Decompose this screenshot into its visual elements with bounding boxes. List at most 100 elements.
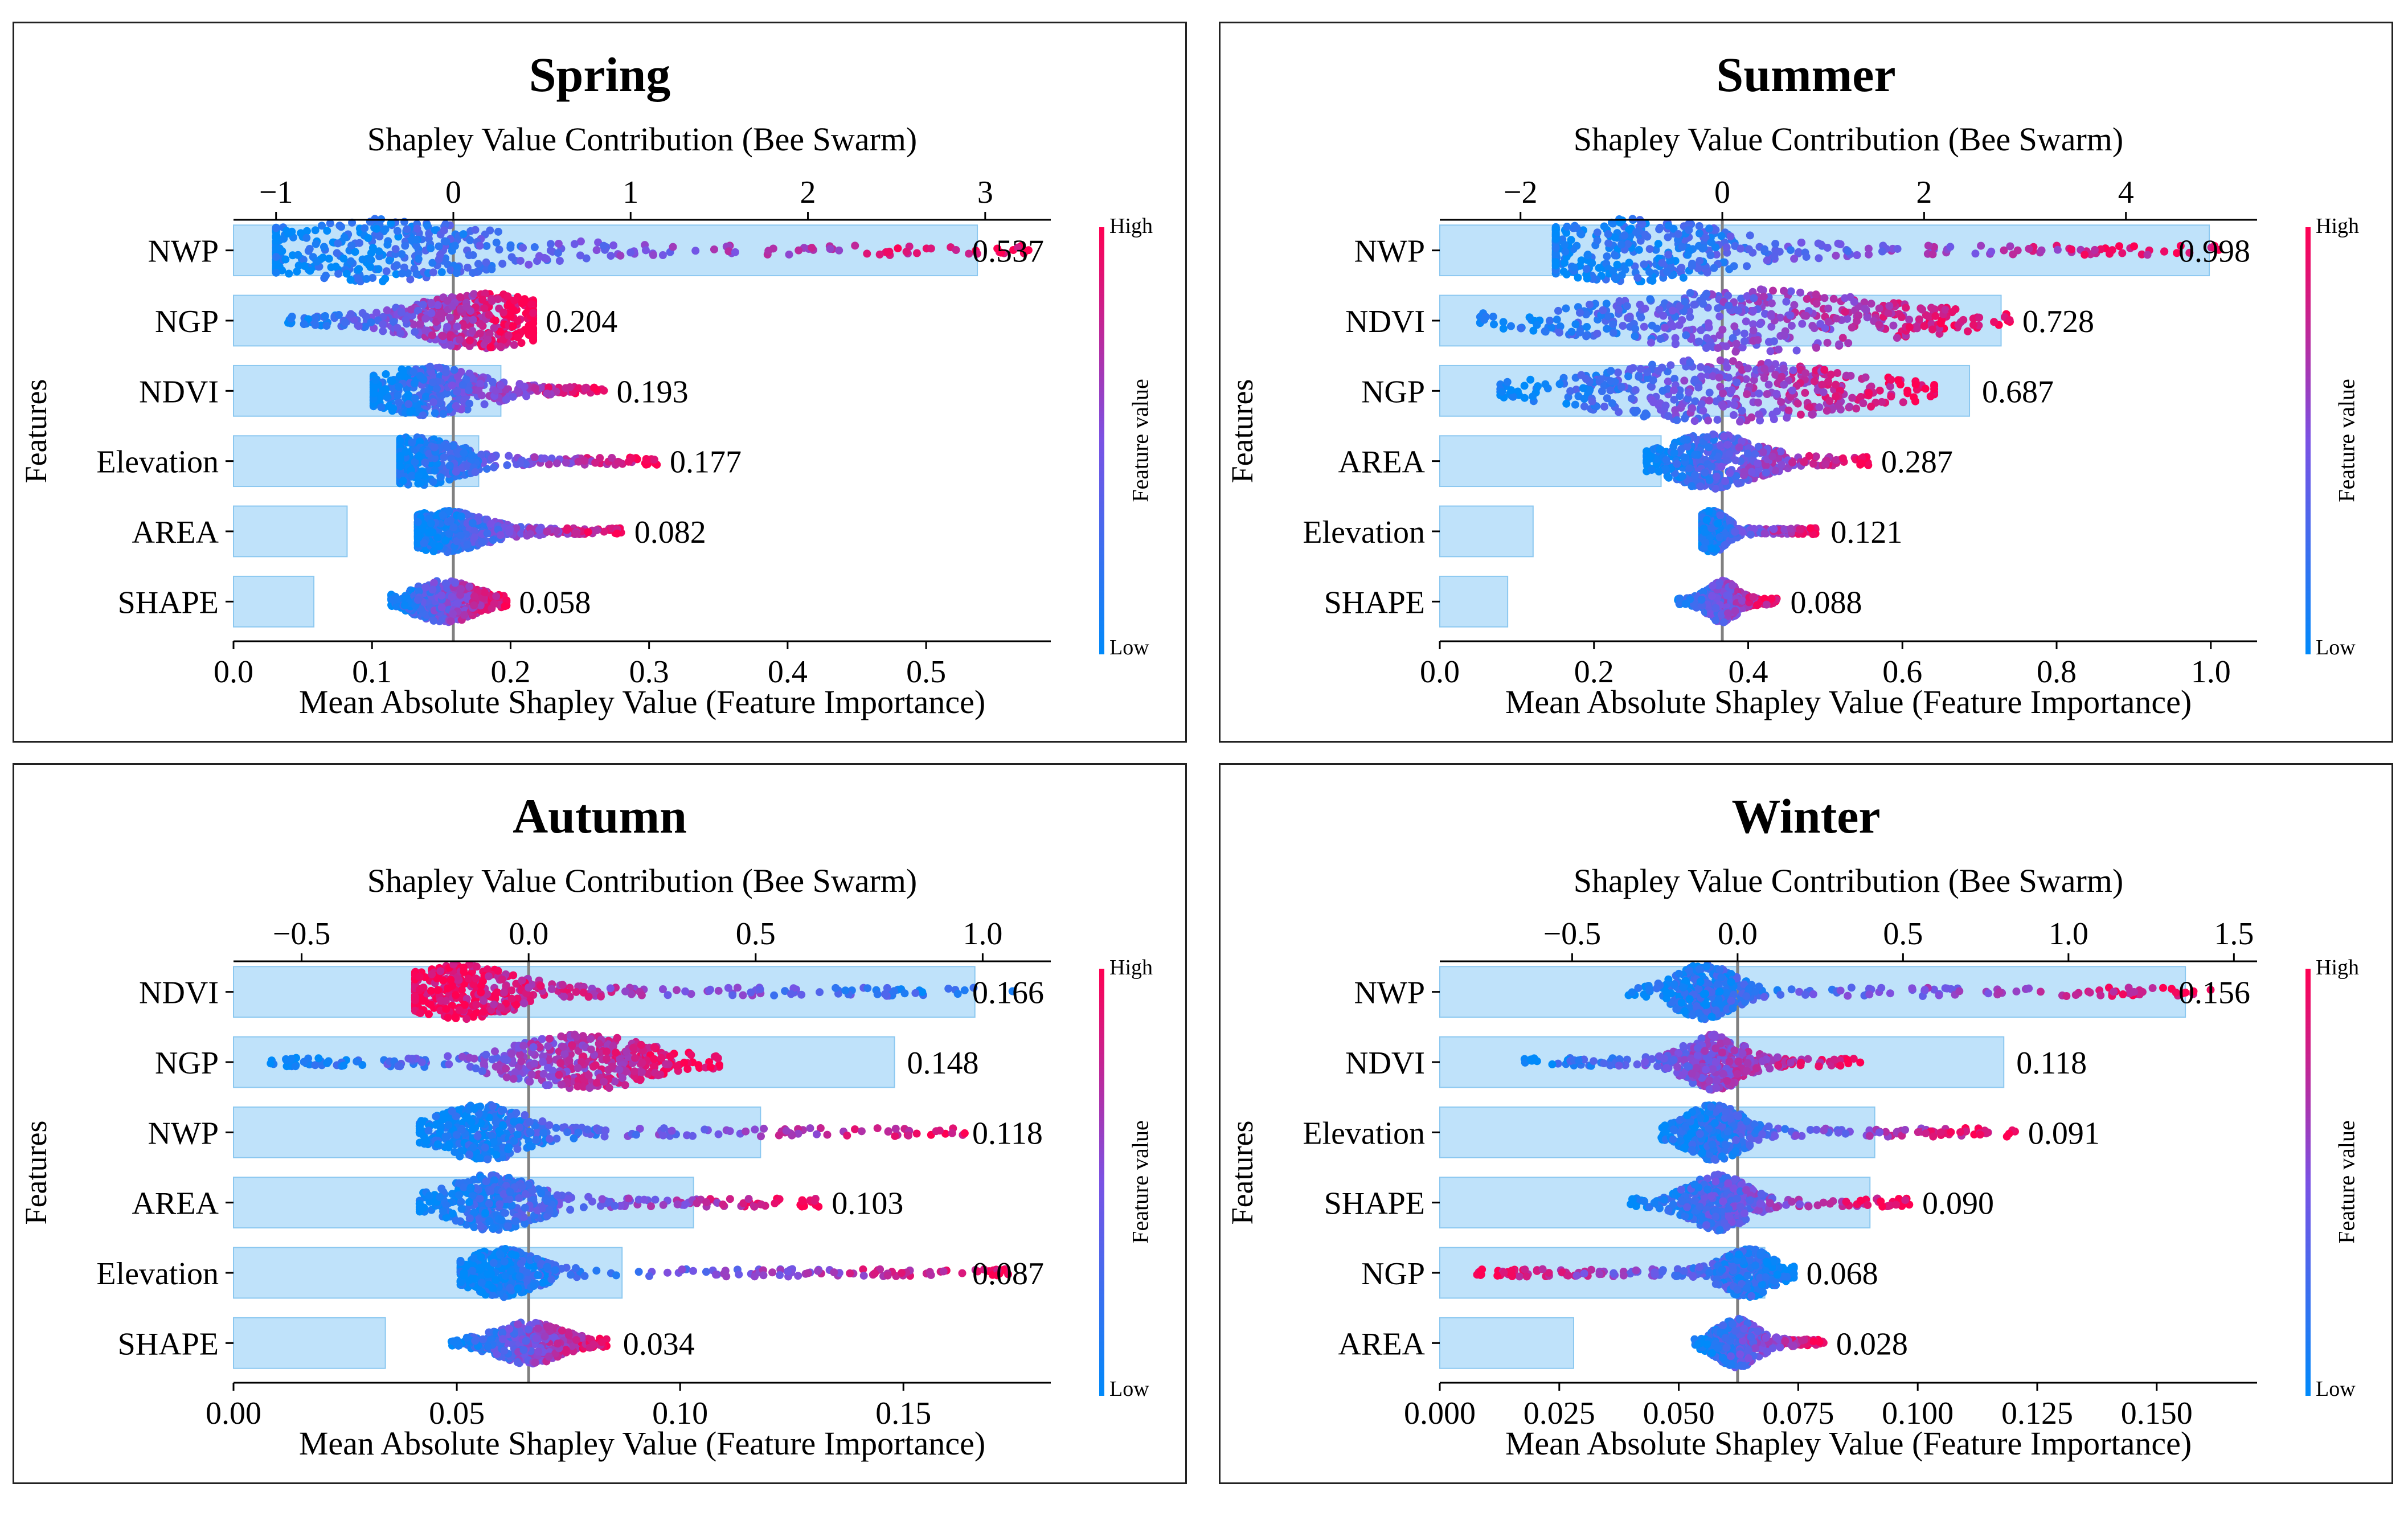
swarm-dot	[470, 601, 478, 609]
swarm-dot	[406, 275, 415, 284]
swarm-dot	[1655, 305, 1664, 314]
swarm-dot	[1930, 385, 1939, 394]
swarm-dot	[1635, 372, 1643, 381]
swarm-dot	[1911, 397, 1920, 405]
swarm-dot	[1707, 238, 1715, 247]
swarm-dot	[334, 239, 342, 248]
swarm-dot	[1887, 392, 1895, 401]
swarm-dot	[413, 530, 422, 539]
swarm-dot	[463, 462, 472, 470]
swarm-dot	[1671, 312, 1680, 321]
swarm-dot	[1792, 346, 1801, 355]
swarm-dot	[1790, 255, 1799, 263]
swarm-dot	[2006, 242, 2014, 251]
swarm-dot	[460, 449, 468, 457]
swarm-dot	[1812, 300, 1821, 308]
swarm-dot	[1640, 260, 1648, 269]
swarm-dot	[1805, 403, 1814, 412]
top-axis-label: Shapley Value Contribution (Bee Swarm)	[1573, 121, 2124, 158]
colorbar-high-label: High	[2316, 214, 2359, 238]
swarm-dot	[1797, 239, 1806, 247]
swarm-dot	[554, 249, 562, 257]
swarm-dot	[649, 251, 657, 259]
swarm-dot	[1506, 322, 1515, 330]
swarm-dot	[1546, 317, 1554, 325]
swarm-dot	[2130, 242, 2139, 251]
swarm-dot	[1694, 337, 1703, 346]
swarm-dot	[1583, 323, 1591, 331]
swarm-dot	[576, 251, 584, 260]
swarm-dot	[1848, 394, 1857, 402]
swarm-dot	[1664, 473, 1673, 482]
swarm-dot	[1678, 243, 1686, 251]
swarm-dot	[1680, 453, 1689, 462]
swarm-dot	[389, 404, 398, 413]
swarm-dot	[1571, 320, 1580, 329]
swarm-dot	[609, 241, 618, 249]
swarm-dot	[1893, 244, 1902, 253]
swarm-dot	[369, 395, 378, 403]
swarm-dot	[1666, 361, 1675, 370]
importance-bar	[1439, 575, 1509, 628]
swarm-dot	[1566, 387, 1575, 395]
swarm-dot	[431, 226, 439, 235]
swarm-dot	[441, 368, 450, 376]
swarm-dot	[1801, 369, 1810, 378]
swarm-dot	[1609, 267, 1617, 275]
swarm-dot	[1701, 528, 1709, 536]
swarm-dot	[281, 255, 290, 264]
swarm-dot	[1526, 375, 1535, 384]
swarm-dot	[1713, 472, 1721, 481]
top-tick-label: 0	[445, 175, 461, 210]
swarm-dot	[1803, 294, 1811, 303]
swarm-dot	[1561, 259, 1569, 267]
swarm-dot	[347, 241, 356, 250]
swarm-dot	[413, 518, 422, 526]
swarm-dot	[1941, 305, 1950, 314]
swarm-dot	[1676, 386, 1684, 395]
swarm-dot	[469, 316, 477, 324]
swarm-dot	[1744, 245, 1753, 253]
swarm-dot	[1704, 319, 1713, 327]
swarm-dot	[1602, 300, 1611, 308]
swarm-dot	[453, 372, 462, 381]
swarm-dot	[1559, 267, 1568, 276]
swarm-dot	[1861, 373, 1870, 382]
swarm-dot	[1768, 452, 1777, 461]
swarm-dot	[1676, 392, 1684, 400]
swarm-dot	[575, 384, 583, 392]
swarm-dot	[1596, 375, 1605, 383]
swarm-dot	[1707, 544, 1716, 552]
swarm-dot	[626, 248, 635, 257]
swarm-dot	[1776, 447, 1785, 456]
swarm-dot	[1611, 273, 1619, 282]
top-axis-label: Shapley Value Contribution (Bee Swarm)	[367, 121, 918, 158]
swarm-dot	[2176, 241, 2185, 250]
swarm-dot	[531, 384, 539, 392]
swarm-dot	[1706, 251, 1715, 260]
swarm-dot	[1894, 376, 1903, 384]
swarm-dot	[398, 365, 406, 374]
swarm-dot	[1832, 392, 1840, 401]
swarm-dot	[293, 267, 301, 276]
swarm-dot	[642, 456, 650, 464]
swarm-dot	[1783, 413, 1791, 422]
swarm-dot	[1705, 443, 1713, 452]
swarm-dot	[1865, 388, 1873, 397]
swarm-elevation	[396, 433, 661, 489]
swarm-dot	[570, 240, 579, 248]
swarm-dot	[1635, 245, 1643, 254]
bottom-tick-label: 0.2	[490, 654, 530, 690]
swarm-dot	[1659, 312, 1668, 320]
swarm-dot	[333, 249, 341, 257]
swarm-dot	[1609, 219, 1617, 228]
swarm-dot	[572, 530, 581, 538]
swarm-dot	[1636, 364, 1645, 373]
swarm-dot	[1507, 386, 1516, 395]
swarm-dot	[1789, 366, 1797, 375]
swarm-dot	[1790, 301, 1799, 309]
swarm-dot	[1691, 471, 1699, 480]
swarm-dot	[312, 240, 320, 248]
swarm-dot	[2053, 245, 2062, 254]
swarm-dot	[2143, 251, 2152, 259]
